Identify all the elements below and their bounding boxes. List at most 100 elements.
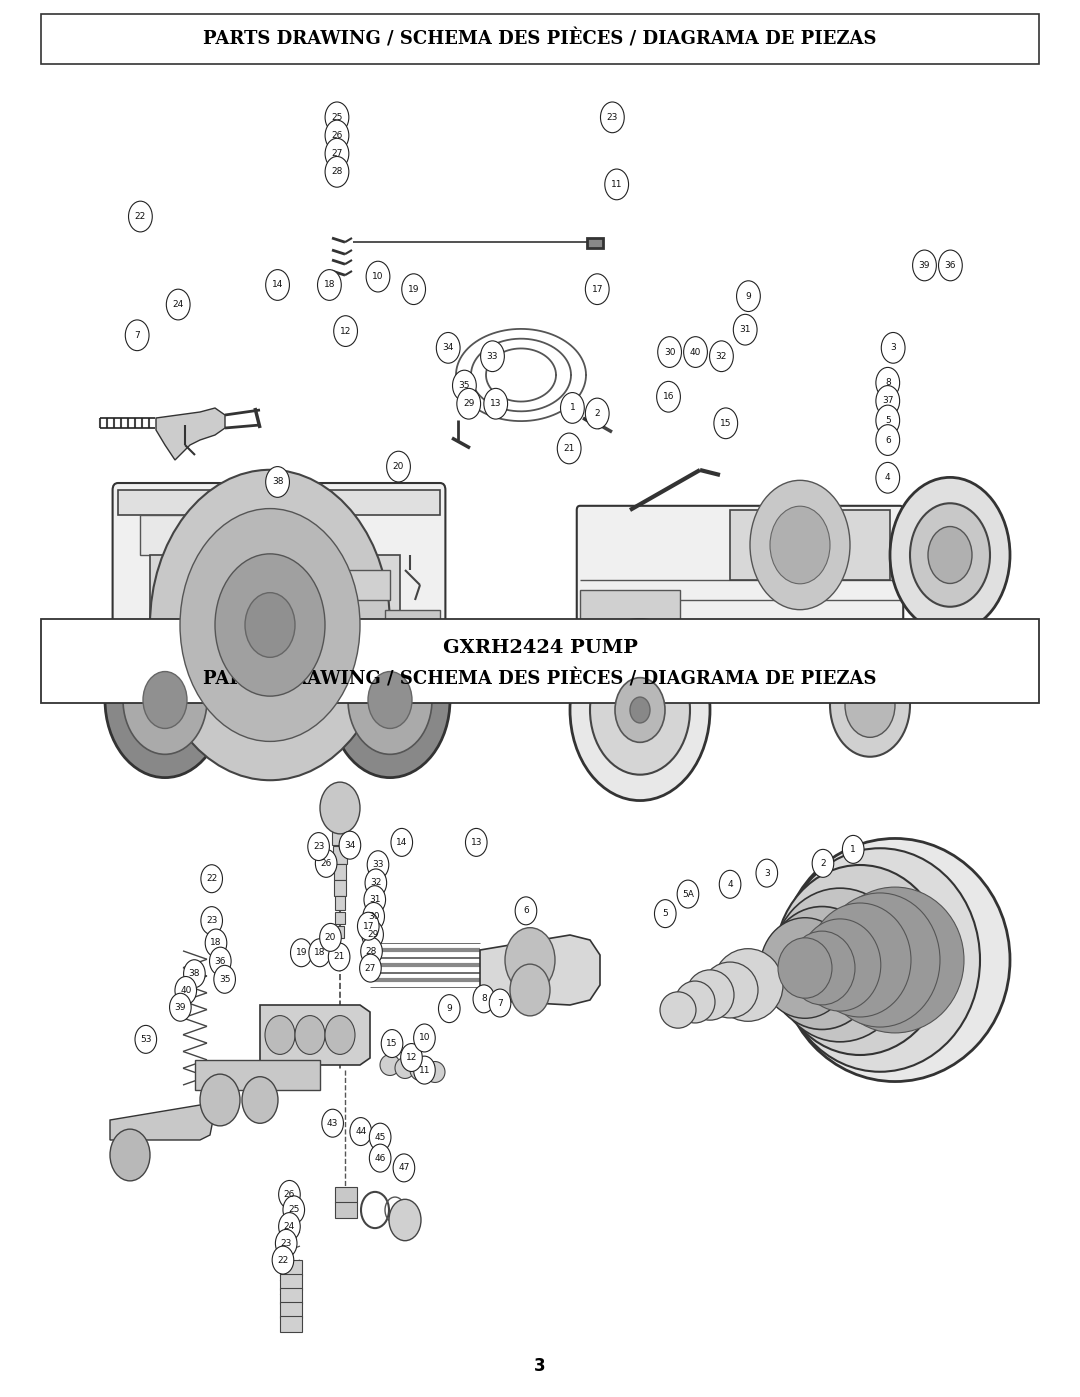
Circle shape — [318, 270, 341, 300]
Text: 23: 23 — [281, 1239, 292, 1248]
Text: 15: 15 — [720, 419, 731, 427]
Text: 10: 10 — [373, 272, 383, 281]
Ellipse shape — [713, 949, 783, 1021]
Circle shape — [615, 678, 665, 742]
Circle shape — [242, 1077, 278, 1123]
Text: 31: 31 — [740, 326, 751, 334]
Circle shape — [315, 849, 337, 877]
Bar — [336, 926, 345, 937]
Circle shape — [710, 341, 733, 372]
Text: 21: 21 — [564, 444, 575, 453]
Circle shape — [320, 782, 360, 834]
Ellipse shape — [760, 918, 850, 1018]
Circle shape — [436, 332, 460, 363]
Circle shape — [265, 1016, 295, 1055]
Bar — [333, 847, 347, 865]
Text: 12: 12 — [340, 327, 351, 335]
Text: 8: 8 — [885, 379, 891, 387]
Text: 9: 9 — [745, 292, 752, 300]
Circle shape — [393, 1154, 415, 1182]
Circle shape — [831, 654, 910, 757]
Circle shape — [658, 337, 681, 367]
Text: 39: 39 — [919, 261, 930, 270]
Circle shape — [150, 469, 390, 780]
Circle shape — [279, 1213, 300, 1241]
Text: 40: 40 — [180, 986, 191, 995]
FancyBboxPatch shape — [112, 483, 445, 672]
Bar — [580, 590, 680, 640]
Text: 26: 26 — [332, 131, 342, 140]
Circle shape — [402, 274, 426, 305]
Bar — [730, 510, 890, 580]
Circle shape — [368, 672, 411, 728]
Text: 15: 15 — [387, 1039, 397, 1048]
Circle shape — [457, 388, 481, 419]
Text: 27: 27 — [365, 964, 376, 972]
Text: 46: 46 — [375, 1154, 386, 1162]
Circle shape — [364, 886, 386, 914]
Circle shape — [473, 985, 495, 1013]
Circle shape — [201, 865, 222, 893]
Bar — [588, 237, 603, 249]
Text: 30: 30 — [368, 912, 379, 921]
Text: 45: 45 — [375, 1133, 386, 1141]
Circle shape — [180, 509, 360, 742]
Text: 2: 2 — [820, 859, 826, 868]
Circle shape — [684, 337, 707, 367]
Circle shape — [308, 833, 329, 861]
Text: 33: 33 — [487, 352, 498, 360]
Text: 11: 11 — [611, 180, 622, 189]
Text: 13: 13 — [471, 838, 482, 847]
Bar — [41, 619, 1039, 703]
Ellipse shape — [826, 887, 964, 1032]
Circle shape — [295, 1016, 325, 1055]
Ellipse shape — [780, 848, 980, 1071]
Text: 34: 34 — [345, 841, 355, 849]
Ellipse shape — [686, 970, 734, 1020]
Circle shape — [367, 851, 389, 879]
Ellipse shape — [702, 963, 758, 1018]
Polygon shape — [480, 935, 600, 1004]
Text: 25: 25 — [332, 113, 342, 122]
Text: 30: 30 — [664, 348, 675, 356]
Circle shape — [110, 1129, 150, 1180]
Text: 17: 17 — [363, 922, 374, 930]
Circle shape — [320, 923, 341, 951]
Ellipse shape — [809, 902, 912, 1017]
Text: 7: 7 — [497, 999, 503, 1007]
Text: 24: 24 — [284, 1222, 295, 1231]
Circle shape — [910, 503, 990, 606]
Circle shape — [166, 289, 190, 320]
Ellipse shape — [780, 838, 1010, 1081]
Circle shape — [654, 900, 676, 928]
Bar — [335, 1201, 357, 1218]
Circle shape — [714, 408, 738, 439]
Circle shape — [387, 451, 410, 482]
Circle shape — [245, 592, 295, 658]
Circle shape — [123, 645, 207, 754]
Text: 43: 43 — [327, 1119, 338, 1127]
Bar — [118, 490, 440, 515]
Text: 22: 22 — [278, 1256, 288, 1264]
Circle shape — [170, 993, 191, 1021]
Text: 33: 33 — [373, 861, 383, 869]
Text: 32: 32 — [370, 879, 381, 887]
Text: 23: 23 — [607, 113, 618, 122]
Circle shape — [913, 250, 936, 281]
Ellipse shape — [772, 888, 908, 1042]
Text: 8: 8 — [481, 995, 487, 1003]
Bar — [310, 570, 390, 599]
Bar — [330, 798, 350, 823]
Circle shape — [489, 989, 511, 1017]
Circle shape — [125, 320, 149, 351]
Circle shape — [585, 398, 609, 429]
Ellipse shape — [778, 937, 832, 999]
Bar — [335, 1186, 357, 1203]
Circle shape — [876, 367, 900, 398]
Text: 6: 6 — [885, 436, 891, 444]
Bar — [384, 610, 440, 650]
Circle shape — [360, 954, 381, 982]
Circle shape — [401, 1044, 422, 1071]
Circle shape — [328, 943, 350, 971]
Text: 12: 12 — [406, 1053, 417, 1062]
